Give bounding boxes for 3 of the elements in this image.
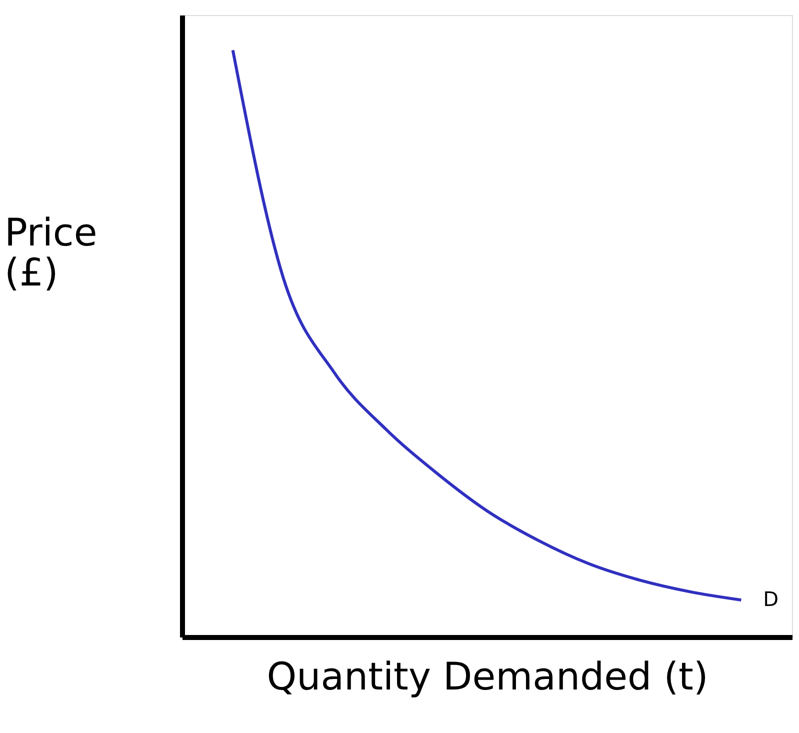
x-axis-title: Quantity Demanded (t): [266, 654, 708, 698]
y-axis-title: Price (£): [4, 210, 98, 294]
annotation: D: [763, 587, 779, 612]
